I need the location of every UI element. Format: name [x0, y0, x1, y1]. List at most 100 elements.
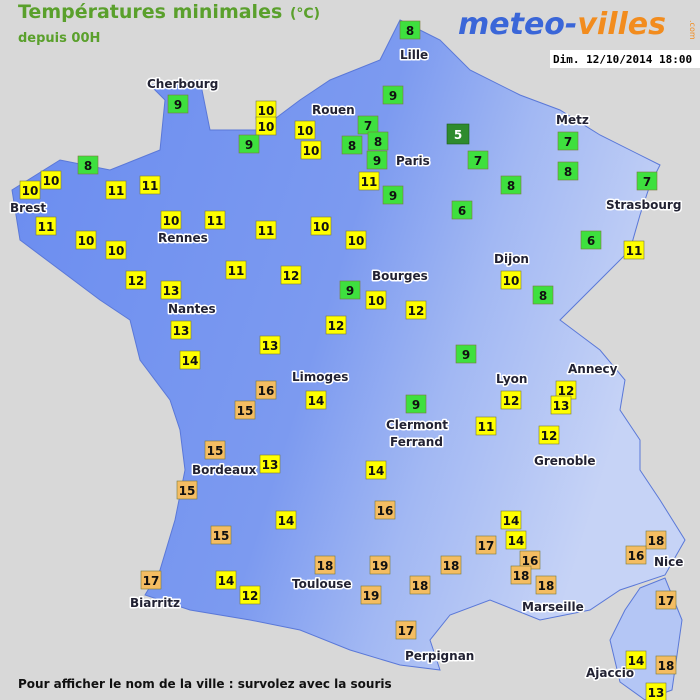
city-label: Biarritz — [130, 596, 180, 610]
temperature-box — [204, 440, 226, 460]
city-label: Bordeaux — [192, 463, 257, 477]
temperature-label: 9 — [373, 154, 381, 168]
temperature-label: 7 — [474, 154, 482, 168]
temperature-label: 11 — [361, 175, 378, 189]
temperature-box — [280, 265, 302, 285]
temperature-box — [475, 535, 497, 555]
logo-part: meteo- — [458, 7, 577, 42]
temperature-label: 12 — [558, 384, 575, 398]
temperature-box — [374, 500, 396, 520]
city-label: Limoges — [292, 370, 348, 384]
city-label: Dijon — [494, 252, 529, 266]
temperature-label: 12 — [283, 269, 300, 283]
temperature-box — [500, 270, 522, 290]
temperature-label: 9 — [412, 398, 420, 412]
temperature-box — [405, 300, 427, 320]
temperature-box — [255, 220, 277, 240]
temperature-box — [341, 135, 363, 155]
city-label: Paris — [396, 154, 430, 168]
temperature-label: 10 — [78, 234, 95, 248]
temperature-box — [255, 380, 277, 400]
temperature-label: 11 — [228, 264, 245, 278]
temperature-label: 9 — [245, 138, 253, 152]
temperature-label: 18 — [648, 534, 665, 548]
temperature-label: 16 — [258, 384, 275, 398]
temperature-label: 5 — [454, 128, 462, 142]
temperature-box — [238, 134, 260, 154]
temperature-box — [500, 390, 522, 410]
temperature-box — [160, 210, 182, 230]
temperature-label: 13 — [163, 284, 180, 298]
temperature-label: 7 — [564, 135, 572, 149]
temperature-box — [405, 394, 427, 414]
temperature-box — [625, 545, 647, 565]
temperature-box — [365, 290, 387, 310]
temperature-label: 11 — [478, 420, 495, 434]
temperature-label: 15 — [179, 484, 196, 498]
temperature-box — [550, 395, 572, 415]
temperature-label: 11 — [38, 220, 55, 234]
city-label: Bourges — [372, 269, 428, 283]
city-label: Marseille — [522, 600, 584, 614]
temperature-box — [655, 590, 677, 610]
temperature-box — [259, 454, 281, 474]
temperature-label: 14 — [182, 354, 199, 368]
temperature-label: 8 — [406, 24, 414, 38]
temperature-label: 14 — [218, 574, 235, 588]
temperature-label: 10 — [108, 244, 125, 258]
temperature-box — [305, 390, 327, 410]
temperature-label: 12 — [242, 589, 259, 603]
temperature-box — [625, 650, 647, 670]
temperature-box — [467, 150, 489, 170]
temperature-box — [19, 180, 41, 200]
temperature-box — [345, 230, 367, 250]
temperature-box — [204, 210, 226, 230]
temperature-label: 10 — [368, 294, 385, 308]
temperature-label: 10 — [503, 274, 520, 288]
temperature-box — [532, 285, 554, 305]
temperature-box — [500, 510, 522, 530]
temperature-box — [210, 525, 232, 545]
temperature-label: 10 — [258, 104, 275, 118]
temperature-box — [399, 20, 421, 40]
temperature-box — [40, 170, 62, 190]
city-label: Grenoble — [534, 454, 596, 468]
temperature-box — [215, 570, 237, 590]
temperature-box — [234, 400, 256, 420]
temperature-box — [446, 123, 470, 145]
temperature-label: 10 — [303, 144, 320, 158]
temperature-label: 14 — [628, 654, 645, 668]
temperature-box — [275, 510, 297, 530]
temperature-box — [510, 565, 532, 585]
temperature-box — [475, 416, 497, 436]
city-label: Toulouse — [292, 577, 352, 591]
temperature-label: 7 — [364, 119, 372, 133]
temperature-label: 19 — [363, 589, 380, 603]
temperature-label: 18 — [317, 559, 334, 573]
temperature-box — [623, 240, 645, 260]
logo-part: villes — [577, 7, 666, 42]
city-label: Annecy — [568, 362, 618, 376]
temperature-label: 15 — [207, 444, 224, 458]
temperature-box — [170, 320, 192, 340]
temperature-label: 12 — [503, 394, 520, 408]
temperature-box — [294, 120, 316, 140]
temperature-box — [105, 240, 127, 260]
temperature-box — [580, 230, 602, 250]
temperature-box — [451, 200, 473, 220]
temperature-label: 10 — [43, 174, 60, 188]
temperature-label: 14 — [503, 514, 520, 528]
temperature-label: 18 — [443, 559, 460, 573]
temperature-label: 10 — [22, 184, 39, 198]
temperature-box — [382, 85, 404, 105]
city-label: Nice — [654, 555, 683, 569]
city-label: Ajaccio — [586, 666, 634, 680]
temperature-box — [535, 575, 557, 595]
temperature-box — [325, 315, 347, 335]
temperature-label: 6 — [458, 204, 466, 218]
temperature-box — [365, 460, 387, 480]
temperature-label: 17 — [478, 539, 495, 553]
temperature-label: 19 — [372, 559, 389, 573]
temperature-box — [500, 175, 522, 195]
temperature-label: 15 — [213, 529, 230, 543]
